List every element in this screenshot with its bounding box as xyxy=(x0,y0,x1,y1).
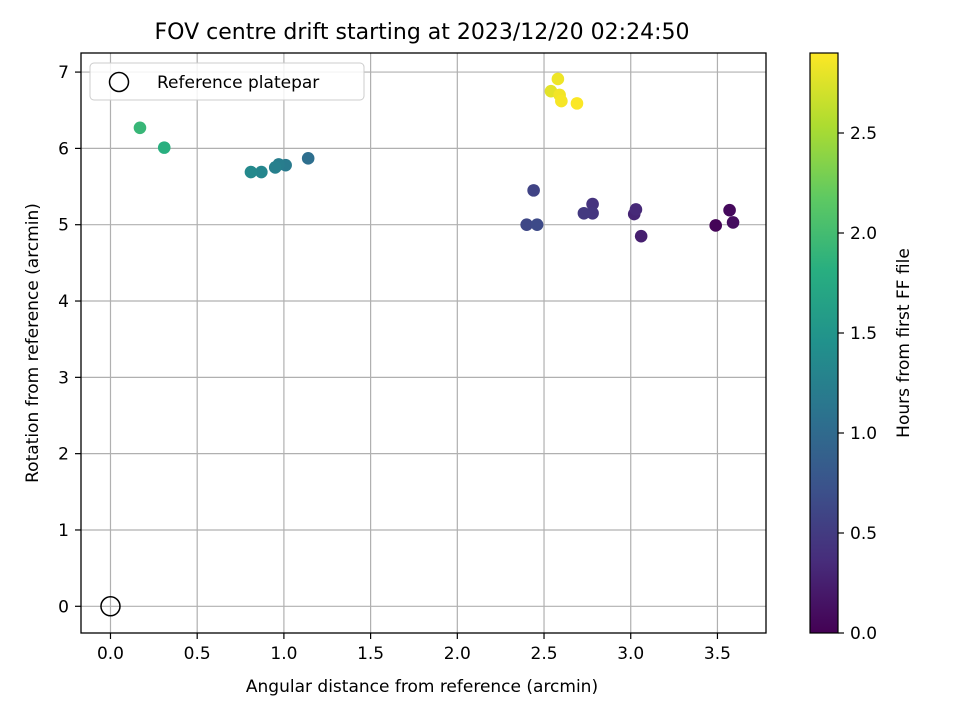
x-tick-label: 2.0 xyxy=(444,644,471,664)
data-point xyxy=(570,97,584,110)
data-point xyxy=(268,161,282,174)
reference-layer xyxy=(100,596,121,617)
y-tick-label: 4 xyxy=(58,292,69,312)
data-points xyxy=(133,72,740,243)
y-tick-label: 0 xyxy=(58,597,69,617)
y-tick: 2 xyxy=(58,445,81,465)
x-tick-label: 1.0 xyxy=(270,644,297,664)
data-point xyxy=(555,94,568,108)
y-tick: 7 xyxy=(58,63,81,83)
chart-title: FOV centre drift starting at 2023/12/20 … xyxy=(155,20,690,45)
y-tick: 6 xyxy=(58,139,81,159)
x-tick: 2.0 xyxy=(444,633,471,664)
data-point xyxy=(301,152,315,165)
data-point xyxy=(726,216,740,229)
plot-area xyxy=(80,52,767,634)
y-tick-label: 6 xyxy=(58,139,69,159)
data-point xyxy=(709,219,723,232)
plot-frame xyxy=(80,52,767,634)
y-tick: 4 xyxy=(58,292,81,312)
x-tick: 1.5 xyxy=(357,633,384,664)
colorbar-ticks: 0.0 0.5 1.0 1.5 2.0 2.5 xyxy=(838,124,877,644)
data-point xyxy=(629,203,643,216)
legend: Reference platepar xyxy=(89,62,365,101)
y-tick: 0 xyxy=(58,597,81,617)
colorbar-gradient xyxy=(809,52,839,634)
colorbar-tick-label: 0.0 xyxy=(850,624,877,644)
x-tick: 0.0 xyxy=(97,633,124,664)
x-tick: 3.5 xyxy=(704,633,731,664)
reference-platepar-point xyxy=(100,596,121,617)
x-tick-label: 1.5 xyxy=(357,644,384,664)
y-tick: 1 xyxy=(58,521,81,541)
legend-box xyxy=(89,62,365,101)
data-point xyxy=(586,206,599,220)
colorbar-tick-label: 0.5 xyxy=(850,524,877,544)
x-tick-label: 0.0 xyxy=(97,644,124,664)
colorbar-label: Hours from first FF file xyxy=(894,248,914,438)
x-tick: 2.5 xyxy=(531,633,558,664)
grid xyxy=(81,53,766,633)
data-point xyxy=(157,141,171,154)
data-point xyxy=(255,165,268,179)
x-tick: 0.5 xyxy=(184,633,211,664)
data-point xyxy=(527,184,540,197)
colorbar-tick: 1.0 xyxy=(838,424,877,444)
x-tick-label: 3.0 xyxy=(617,644,644,664)
y-tick-label: 1 xyxy=(58,521,69,541)
colorbar-tick: 1.5 xyxy=(838,324,877,344)
x-axis-label: Angular distance from reference (arcmin) xyxy=(246,677,598,697)
legend-marker-reference xyxy=(108,71,130,93)
data-point xyxy=(551,72,565,86)
y-tick-label: 7 xyxy=(58,63,69,83)
x-tick-label: 0.5 xyxy=(184,644,211,664)
y-tick: 5 xyxy=(58,216,81,236)
y-tick-label: 3 xyxy=(58,368,69,388)
data-point xyxy=(133,121,147,135)
data-point xyxy=(244,165,258,179)
data-point xyxy=(530,218,544,232)
y-tick-label: 5 xyxy=(58,216,69,236)
data-point xyxy=(577,206,591,220)
legend-label-reference: Reference platepar xyxy=(157,73,319,93)
x-axis-ticks: 0.0 0.5 1.0 1.5 2.0 2.5 3.0 3.5 xyxy=(97,633,731,664)
x-tick: 3.0 xyxy=(617,633,644,664)
colorbar-tick-label: 1.0 xyxy=(850,424,877,444)
y-tick: 3 xyxy=(58,368,81,388)
data-point xyxy=(520,218,533,232)
y-axis-label: Rotation from reference (arcmin) xyxy=(23,203,43,483)
colorbar-tick-label: 1.5 xyxy=(850,324,877,344)
data-point xyxy=(634,229,648,243)
colorbar-tick: 0.5 xyxy=(838,524,877,544)
y-tick-label: 2 xyxy=(58,445,69,465)
colorbar-tick-label: 2.5 xyxy=(850,124,877,144)
colorbar: 0.0 0.5 1.0 1.5 2.0 2.5 Hours from first FF f… xyxy=(809,52,914,644)
data-point xyxy=(723,203,736,217)
y-axis-ticks: 0 1 2 3 4 5 6 7 xyxy=(58,63,81,617)
data-point xyxy=(586,197,599,211)
x-tick-label: 3.5 xyxy=(704,644,731,664)
colorbar-tick: 2.5 xyxy=(838,124,877,144)
colorbar-tick: 2.0 xyxy=(838,224,877,244)
colorbar-tick-label: 2.0 xyxy=(850,224,877,244)
colorbar-tick: 0.0 xyxy=(838,624,877,644)
x-tick: 1.0 xyxy=(270,633,297,664)
x-tick-label: 2.5 xyxy=(531,644,558,664)
